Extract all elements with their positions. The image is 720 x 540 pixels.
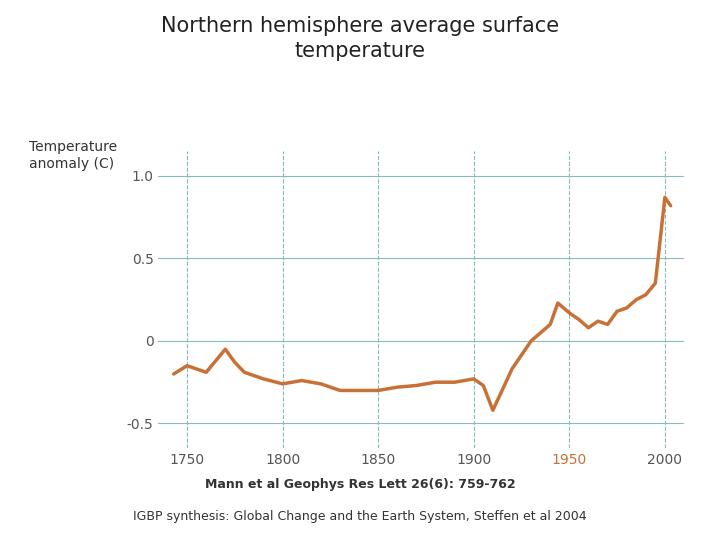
Text: IGBP synthesis: Global Change and the Earth System, Steffen et al 2004: IGBP synthesis: Global Change and the Ea… (133, 510, 587, 523)
Text: Northern hemisphere average surface
temperature: Northern hemisphere average surface temp… (161, 16, 559, 61)
Text: Mann et al Geophys Res Lett 26(6): 759-762: Mann et al Geophys Res Lett 26(6): 759-7… (204, 478, 516, 491)
Text: Temperature
anomaly (C): Temperature anomaly (C) (29, 140, 117, 171)
